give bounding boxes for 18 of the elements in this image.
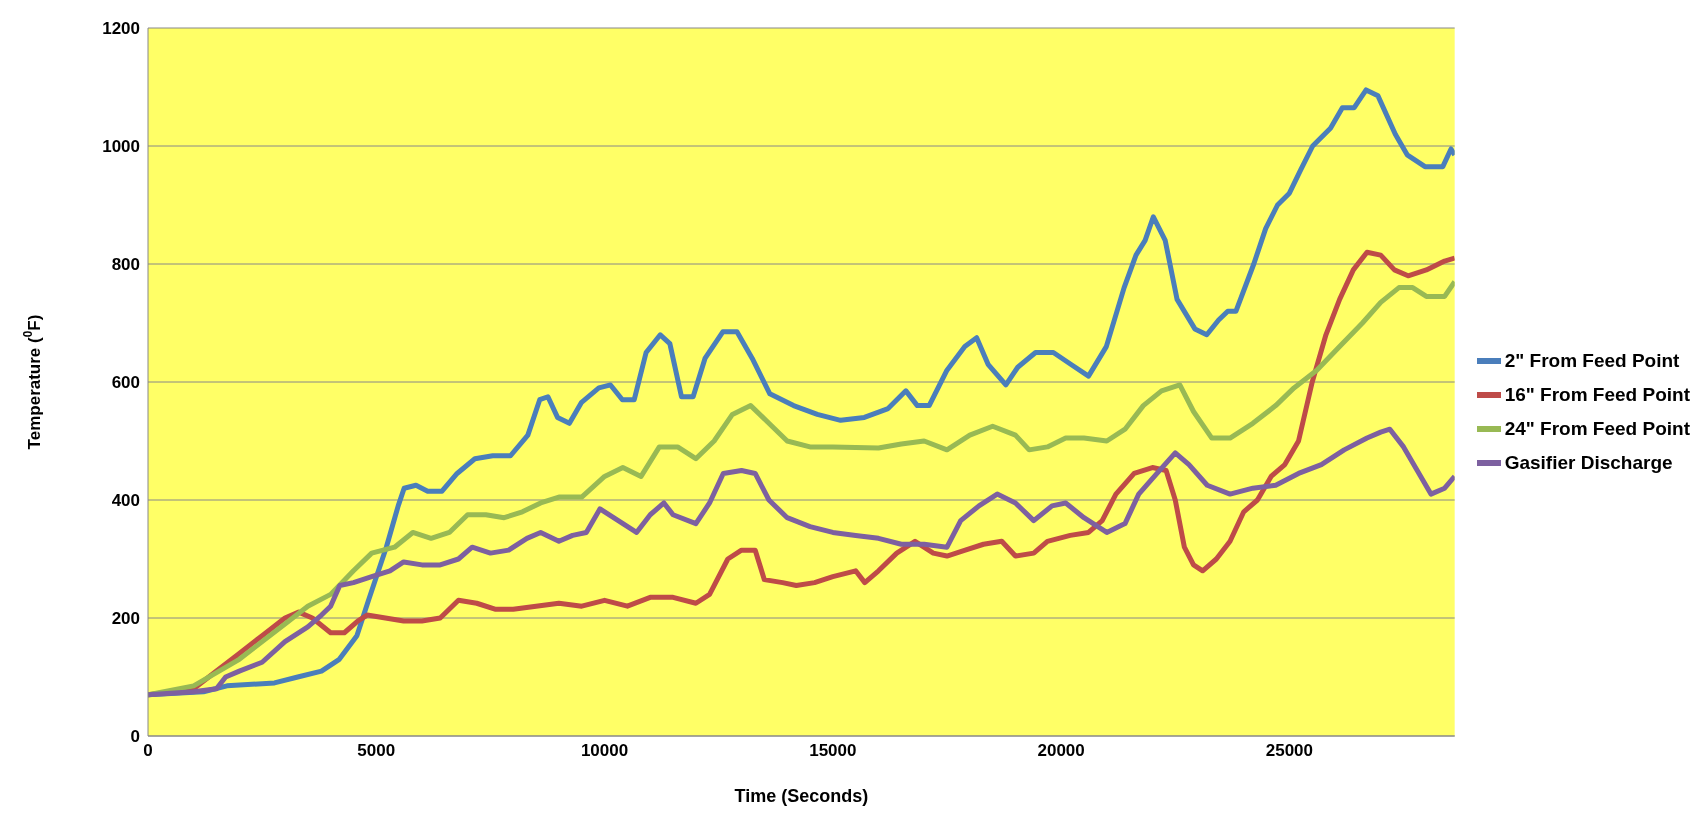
x-tick-label: 0: [143, 741, 153, 761]
legend-label: 16" From Feed Point: [1504, 384, 1690, 406]
legend-label: Gasifier Discharge: [1504, 452, 1673, 474]
y-tick-label: 1000: [102, 137, 140, 157]
y-tick-label: 400: [111, 491, 140, 511]
y-tick-label: 800: [111, 255, 140, 275]
x-tick-label: 10000: [580, 741, 629, 761]
x-tick-label: 20000: [1037, 741, 1085, 761]
x-axis-title: Time (Seconds): [734, 786, 869, 806]
x-tick-label: 5000: [357, 741, 396, 761]
legend-label: 2" From Feed Point: [1504, 350, 1680, 372]
y-tick-label: 600: [111, 373, 140, 393]
y-tick-label: 1200: [102, 19, 140, 39]
x-tick-label: 25000: [1265, 741, 1314, 761]
x-tick-label: 15000: [809, 741, 857, 761]
legend-label: 24" From Feed Point: [1504, 418, 1690, 440]
y-tick-label: 0: [130, 727, 140, 747]
y-tick-label: 200: [111, 609, 140, 629]
